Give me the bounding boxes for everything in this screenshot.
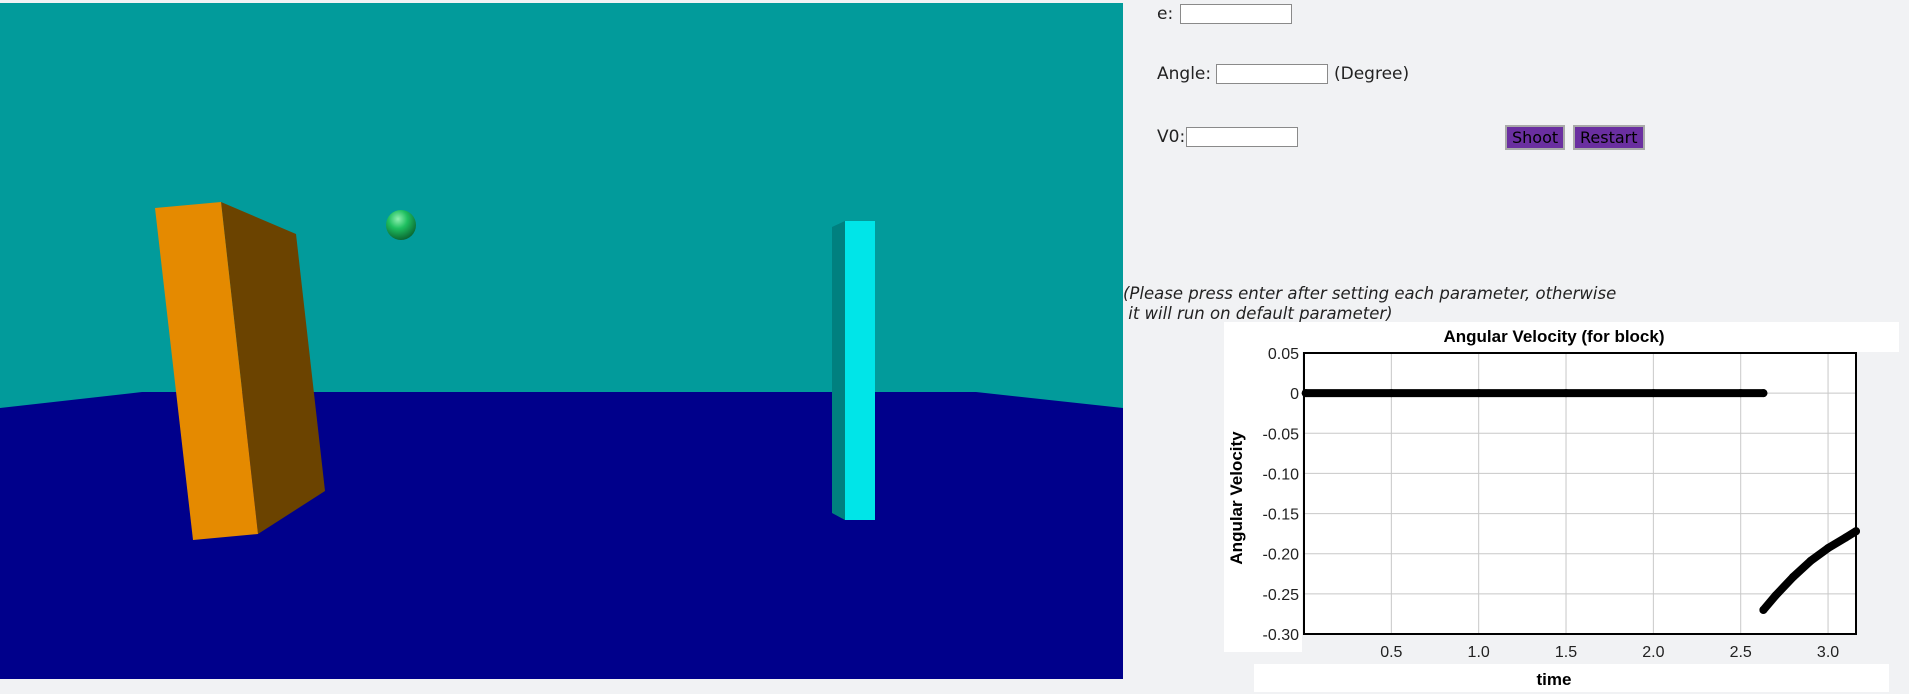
data-point	[1387, 389, 1396, 398]
y-tick-label: -0.30	[1263, 627, 1300, 644]
y-tick-label: -0.20	[1263, 547, 1300, 564]
data-point	[1806, 556, 1815, 565]
data-point	[1562, 389, 1571, 398]
y-tick-label: -0.15	[1263, 507, 1300, 524]
v0-label: V0:	[1157, 127, 1186, 147]
data-point	[1771, 591, 1780, 600]
y-tick-label: -0.10	[1263, 466, 1300, 483]
data-point	[1759, 605, 1768, 614]
pillar-front-face	[845, 221, 875, 520]
data-point	[1789, 572, 1798, 581]
y-tick-label: -0.05	[1263, 426, 1300, 443]
angle-label: Angle:	[1157, 64, 1212, 84]
instruction-note-line2: it will run on default parameter)	[1123, 304, 1393, 323]
x-tick-label: 1.0	[1468, 644, 1490, 661]
simulation-viewport[interactable]	[0, 3, 1123, 679]
y-tick-labels: 0.05 0 -0.05 -0.10 -0.15 -0.20 -0.25 -0.30	[1263, 346, 1300, 644]
x-tick-label: 3.0	[1817, 644, 1839, 661]
y-tick-label: 0.05	[1268, 346, 1299, 363]
data-point	[1759, 389, 1768, 398]
data-series	[1301, 389, 1860, 614]
x-tick-label: 2.0	[1642, 644, 1664, 661]
x-tick-label: 2.5	[1730, 644, 1752, 661]
data-point	[1301, 389, 1310, 398]
chart-title-background	[1224, 322, 1899, 352]
x-tick-label: 0.5	[1380, 644, 1402, 661]
angle-unit-label: (Degree)	[1334, 64, 1410, 84]
x-axis-label: time	[1537, 670, 1572, 689]
y-axis-label-background	[1224, 352, 1302, 652]
restart-button[interactable]: Restart	[1573, 125, 1645, 150]
y-tick-label: 0	[1290, 386, 1299, 403]
angular-velocity-chart: Angular Velocity (for block) 0.05 0 -0.05 -…	[1224, 322, 1899, 692]
data-point	[1736, 389, 1745, 398]
y-axis-label: Angular Velocity	[1227, 431, 1246, 565]
x-axis-label-background	[1254, 664, 1889, 692]
data-point	[1841, 533, 1850, 542]
instruction-note-line1: (Please press enter after setting each p…	[1123, 284, 1617, 303]
x-tick-labels: 0.5 1.0 1.5 2.0 2.5 3.0	[1380, 644, 1839, 661]
block-front-face	[155, 202, 258, 540]
projectile-ball	[386, 210, 416, 240]
x-tick-label: 1.5	[1555, 644, 1577, 661]
v0-input[interactable]	[1186, 127, 1298, 147]
shoot-button[interactable]: Shoot	[1505, 125, 1566, 150]
chart-title: Angular Velocity (for block)	[1443, 327, 1664, 346]
pillar-side-face	[832, 221, 845, 520]
data-point	[1649, 389, 1658, 398]
instruction-note: (Please press enter after setting each p…	[1123, 284, 1616, 324]
data-point	[1474, 389, 1483, 398]
y-tick-label: -0.25	[1263, 587, 1300, 604]
e-input[interactable]	[1180, 4, 1292, 24]
block-side-face	[221, 202, 325, 534]
ground-plane	[0, 392, 1123, 679]
plot-area	[1304, 353, 1856, 634]
e-label: e:	[1157, 4, 1174, 24]
plot-frame	[1303, 352, 1857, 635]
angle-input[interactable]	[1216, 64, 1328, 84]
data-point	[1824, 544, 1833, 553]
